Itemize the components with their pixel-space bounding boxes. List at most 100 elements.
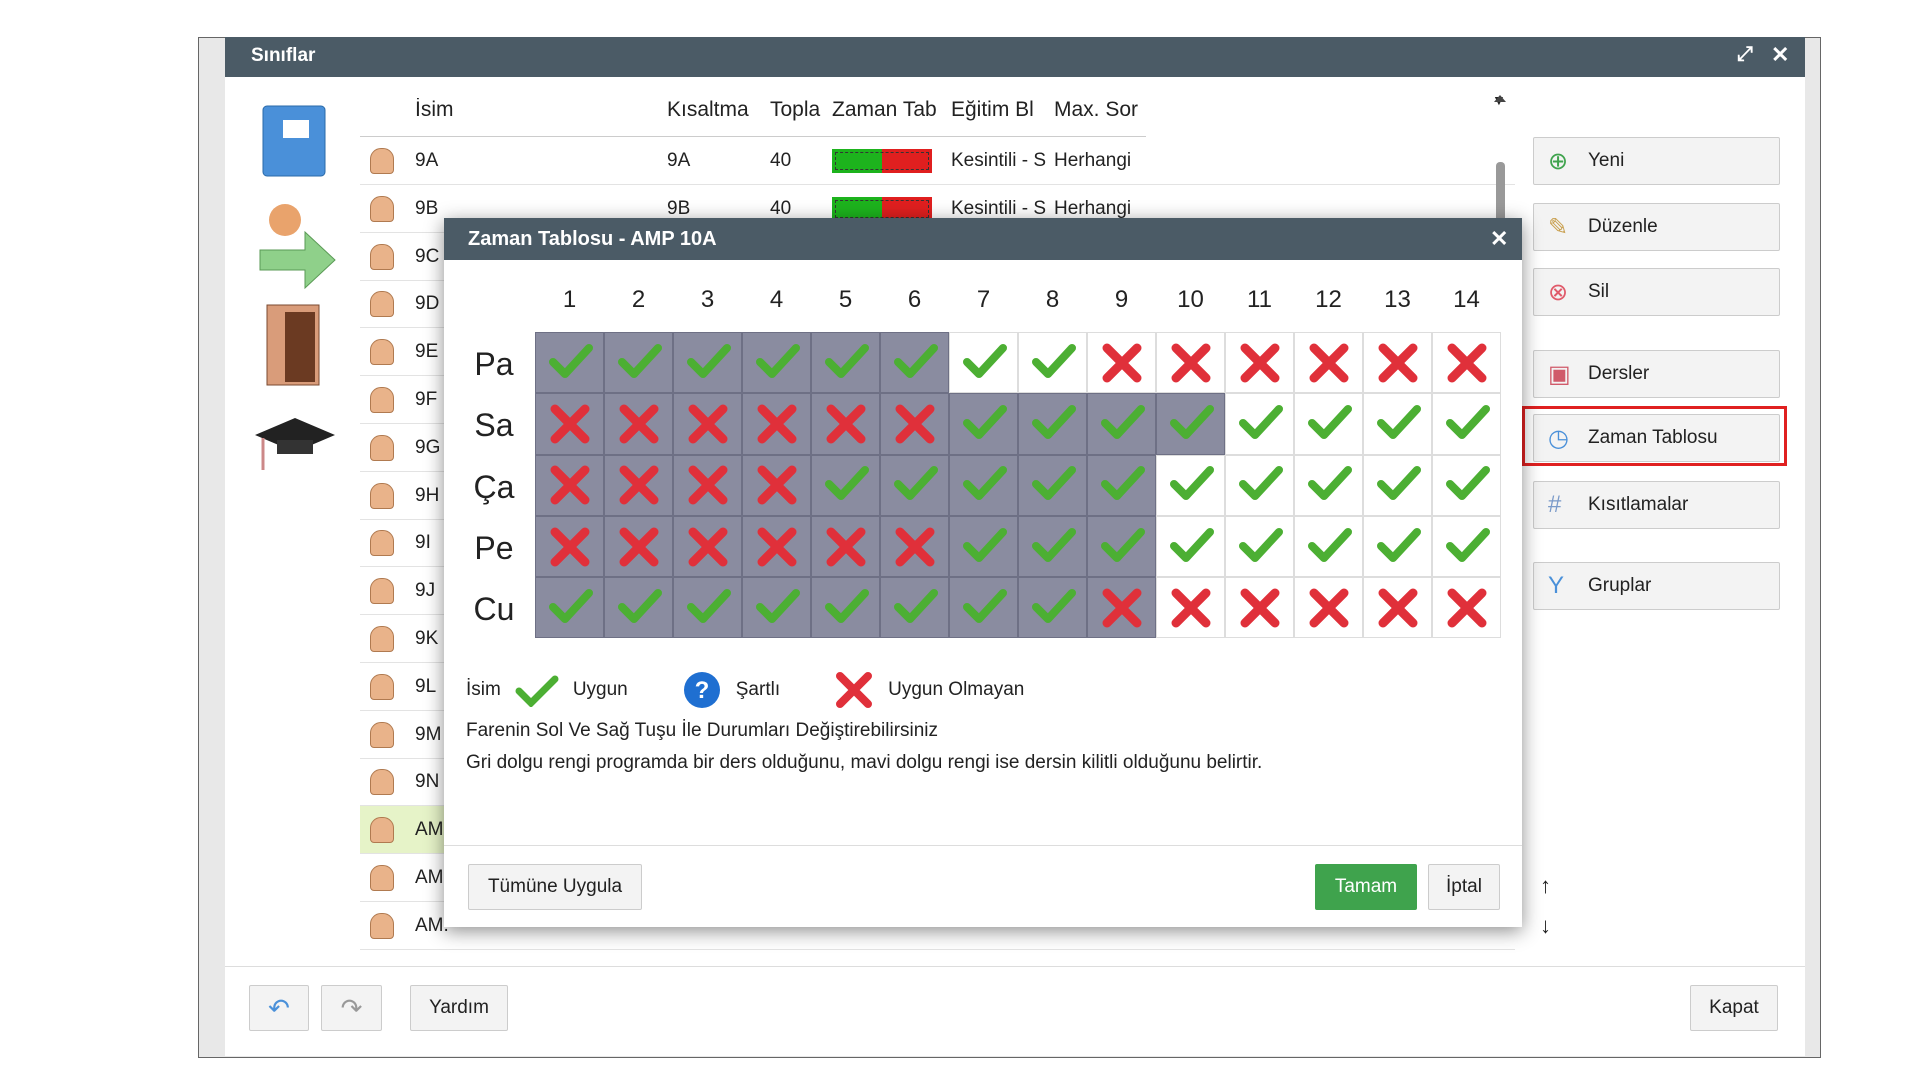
cancel-button[interactable]: İptal [1428, 864, 1500, 910]
time-slot[interactable] [1363, 393, 1432, 455]
time-slot[interactable] [811, 454, 880, 516]
move-down[interactable]: ↓ [1540, 913, 1551, 938]
time-slot[interactable] [1156, 577, 1225, 639]
time-slot[interactable] [811, 515, 880, 578]
time-slot[interactable] [1225, 577, 1294, 639]
move-up[interactable]: ↑ [1540, 873, 1551, 898]
time-slot[interactable] [949, 332, 1018, 394]
close[interactable]: ✕ [1771, 42, 1790, 67]
time-slot[interactable] [1363, 332, 1432, 394]
time-slot[interactable] [880, 515, 949, 578]
side-button[interactable]: ▣ Dersler [1533, 350, 1780, 398]
time-slot[interactable] [1294, 393, 1363, 455]
time-slot[interactable] [1156, 454, 1225, 516]
person-icon [370, 912, 394, 939]
time-slot[interactable] [604, 393, 673, 455]
time-slot[interactable] [742, 454, 811, 516]
time-slot[interactable] [1363, 515, 1432, 578]
time-slot[interactable] [1363, 577, 1432, 639]
undo[interactable]: ↶ [249, 985, 309, 1031]
redo[interactable]: ↷ [321, 985, 382, 1031]
help-button[interactable]: Yardım [410, 985, 508, 1031]
side-button[interactable]: ◷ Zaman Tablosu [1533, 414, 1780, 462]
time-slot[interactable] [1156, 393, 1225, 455]
time-slot[interactable] [1018, 515, 1087, 578]
time-slot[interactable] [949, 393, 1018, 455]
time-slot[interactable] [742, 515, 811, 578]
time-slot[interactable] [535, 454, 604, 516]
time-slot[interactable] [1225, 393, 1294, 455]
side-button[interactable]: ✎ Düzenle [1533, 203, 1780, 251]
time-slot[interactable] [949, 454, 1018, 516]
time-slot[interactable] [1294, 515, 1363, 578]
time-slot[interactable] [1294, 454, 1363, 516]
table-row[interactable]: 9A 9A 40 Kesintili - S Herhangi [360, 137, 1515, 185]
column-header: İsim [415, 98, 454, 121]
time-slot[interactable] [1087, 577, 1156, 639]
cell-name: 9I [415, 532, 431, 554]
time-slot[interactable] [1225, 332, 1294, 394]
time-slot[interactable] [1018, 393, 1087, 455]
time-slot[interactable] [604, 332, 673, 394]
time-slot[interactable] [535, 515, 604, 578]
apply-all-button[interactable]: Tümüne Uygula [468, 864, 642, 910]
time-slot[interactable] [742, 332, 811, 394]
time-slot[interactable] [880, 454, 949, 516]
table-row[interactable]: AM. [360, 902, 1515, 950]
time-slot[interactable] [1018, 577, 1087, 639]
time-slot[interactable] [811, 393, 880, 455]
time-slot[interactable] [1432, 515, 1501, 578]
time-slot[interactable] [1087, 393, 1156, 455]
table-row[interactable]: 9B 9B 40 Kesintili - S Herhangi [360, 185, 1515, 233]
time-slot[interactable] [949, 577, 1018, 639]
time-slot[interactable] [535, 332, 604, 394]
side-button[interactable]: ⊗ Sil [1533, 268, 1780, 316]
time-slot[interactable] [811, 577, 880, 639]
time-slot[interactable] [1294, 577, 1363, 639]
time-slot[interactable] [742, 393, 811, 455]
side-button[interactable]: ⊕ Yeni [1533, 137, 1780, 185]
time-slot[interactable] [673, 393, 742, 455]
time-slot[interactable] [1225, 454, 1294, 516]
time-slot[interactable] [673, 332, 742, 394]
maximize[interactable]: ⤢ [1737, 43, 1753, 65]
time-slot[interactable] [604, 454, 673, 516]
side-button[interactable]: # Kısıtlamalar [1533, 481, 1780, 529]
time-slot[interactable] [673, 577, 742, 639]
time-slot[interactable] [604, 515, 673, 578]
time-slot[interactable] [1432, 393, 1501, 455]
time-slot[interactable] [1432, 577, 1501, 639]
time-slot[interactable] [1156, 332, 1225, 394]
time-slot[interactable] [949, 515, 1018, 578]
check-icon [617, 343, 662, 378]
close-button[interactable]: Kapat [1690, 985, 1778, 1031]
time-slot[interactable] [880, 332, 949, 394]
ok-button[interactable]: Tamam [1315, 864, 1417, 910]
time-slot[interactable] [535, 393, 604, 455]
time-slot[interactable] [604, 577, 673, 639]
time-slot[interactable] [535, 577, 604, 639]
time-slot[interactable] [1087, 515, 1156, 578]
time-slot[interactable] [880, 577, 949, 639]
person-icon [370, 243, 394, 270]
separator [444, 845, 1522, 846]
time-slot[interactable] [742, 577, 811, 639]
time-slot[interactable] [673, 515, 742, 578]
side-button[interactable]: Y Gruplar [1533, 562, 1780, 610]
time-slot[interactable] [1432, 454, 1501, 516]
time-slot[interactable] [673, 454, 742, 516]
time-slot[interactable] [880, 393, 949, 455]
time-slot[interactable] [1225, 515, 1294, 578]
check-icon [755, 588, 800, 623]
time-slot[interactable] [811, 332, 880, 394]
time-slot[interactable] [1156, 515, 1225, 578]
time-slot[interactable] [1363, 454, 1432, 516]
time-slot[interactable] [1432, 332, 1501, 394]
note: Gri dolgu rengi programda bir ders olduğ… [466, 752, 1263, 773]
time-slot[interactable] [1087, 332, 1156, 394]
time-slot[interactable] [1018, 454, 1087, 516]
dialog-close[interactable]: ✕ [1490, 226, 1509, 251]
time-slot[interactable] [1087, 454, 1156, 516]
time-slot[interactable] [1294, 332, 1363, 394]
time-slot[interactable] [1018, 332, 1087, 394]
